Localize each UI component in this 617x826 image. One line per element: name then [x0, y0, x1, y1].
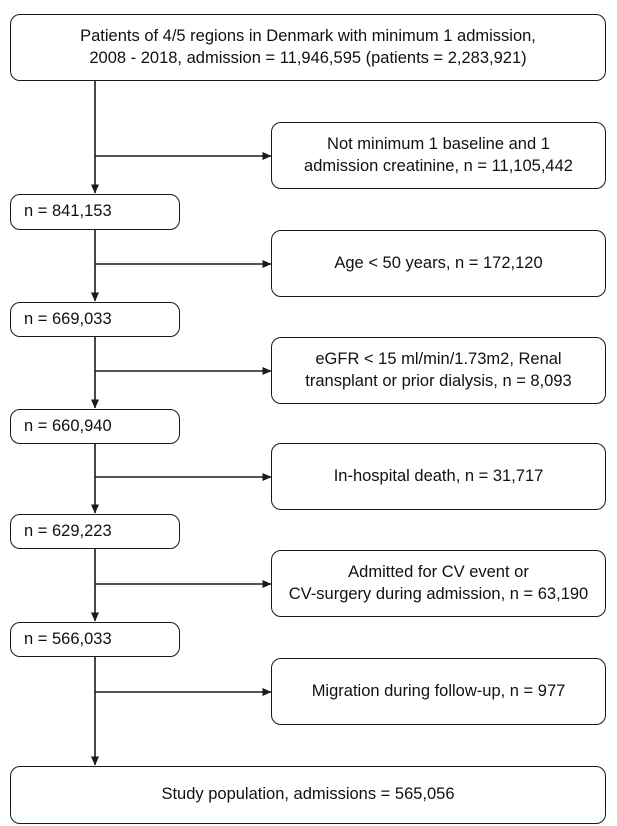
count-box-3: n = 660,940 [10, 409, 180, 444]
source-population-box: Patients of 4/5 regions in Denmark with … [10, 14, 606, 81]
exclusion-text-3: eGFR < 15 ml/min/1.73m2, Renal transplan… [305, 350, 572, 390]
count-box-2: n = 669,033 [10, 302, 180, 337]
exclusion-box-3: eGFR < 15 ml/min/1.73m2, Renal transplan… [271, 337, 606, 404]
exclusion-text-2: Age < 50 years, n = 172,120 [334, 253, 543, 272]
count-box-4: n = 629,223 [10, 514, 180, 549]
exclusion-box-4: In-hospital death, n = 31,717 [271, 443, 606, 510]
exclusion-text-1: Not minimum 1 baseline and 1 admission c… [304, 135, 573, 175]
exclusion-text-4: In-hospital death, n = 31,717 [333, 466, 544, 485]
exclusion-text-6: Migration during follow-up, n = 977 [311, 681, 566, 700]
study-population-text: Study population, admissions = 565,056 [161, 785, 455, 804]
exclusion-box-5: Admitted for CV event or CV-surgery duri… [271, 550, 606, 617]
exclusion-box-1: Not minimum 1 baseline and 1 admission c… [271, 122, 606, 189]
count-text-4: n = 629,223 [24, 521, 112, 540]
count-box-5: n = 566,033 [10, 622, 180, 657]
count-text-2: n = 669,033 [24, 309, 112, 328]
count-text-5: n = 566,033 [24, 629, 112, 648]
exclusion-text-5: Admitted for CV event or CV-surgery duri… [288, 563, 589, 603]
count-box-1: n = 841,153 [10, 194, 180, 230]
count-text-1: n = 841,153 [24, 202, 112, 221]
count-text-3: n = 660,940 [24, 416, 112, 435]
exclusion-box-2: Age < 50 years, n = 172,120 [271, 230, 606, 297]
study-population-box: Study population, admissions = 565,056 [10, 766, 606, 824]
exclusion-box-6: Migration during follow-up, n = 977 [271, 658, 606, 725]
source-population-text: Patients of 4/5 regions in Denmark with … [80, 27, 536, 67]
